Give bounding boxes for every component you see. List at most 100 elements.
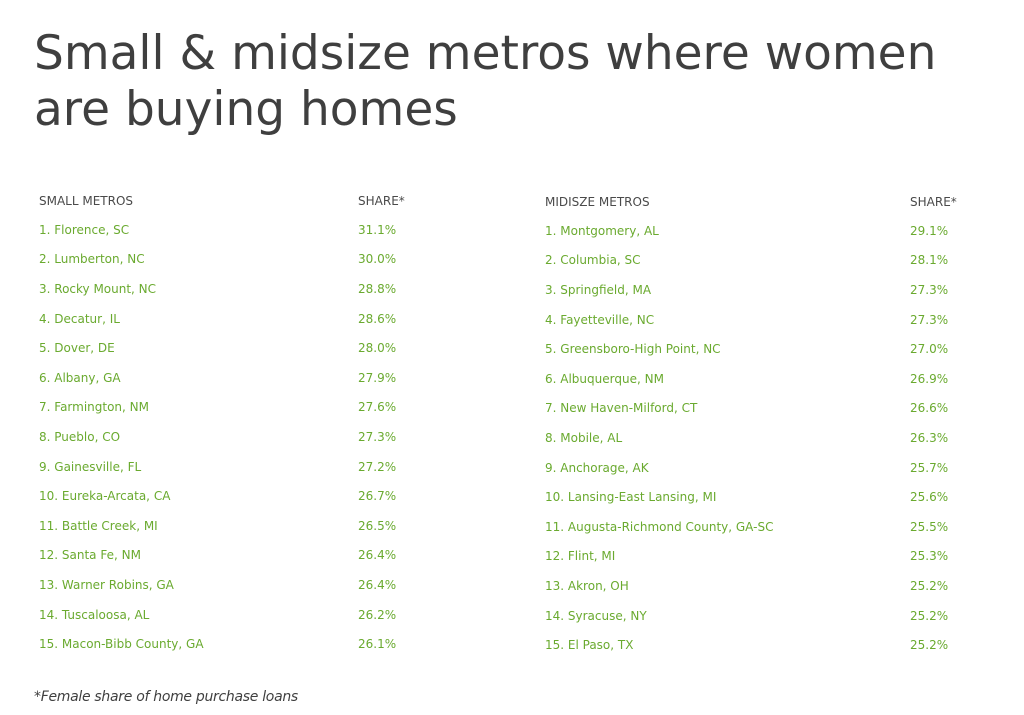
metro-share: 25.2% — [910, 578, 949, 593]
metro-name: 4. Decatur, IL — [39, 311, 120, 326]
metro-name: 2. Columbia, SC — [545, 253, 641, 268]
metro-name: 14. Syracuse, NY — [545, 608, 647, 623]
metro-name: 6. Albany, GA — [39, 370, 121, 385]
table-row: 6. Albuquerque, NM 26.9% — [545, 364, 985, 394]
metro-name: 11. Augusta-Richmond County, GA-SC — [545, 519, 774, 534]
table-row: 8. Mobile, AL 26.3% — [545, 423, 985, 453]
table-row: 10. Lansing-East Lansing, MI 25.6% — [545, 482, 985, 512]
metro-name: 14. Tuscaloosa, AL — [39, 607, 150, 622]
table-row: 14. Syracuse, NY 25.2% — [545, 601, 985, 631]
metro-share: 27.3% — [358, 429, 397, 444]
table-body: 1. Florence, SC 31.1% 2. Lumberton, NC 30.0… — [39, 215, 439, 659]
table-row: 12. Santa Fe, NM 26.4% — [39, 541, 439, 571]
table-header: MIDISZE METROS SHARE* — [545, 187, 985, 216]
metro-share: 28.6% — [358, 311, 397, 326]
metro-name: 8. Pueblo, CO — [39, 429, 121, 444]
metro-share: 28.8% — [358, 281, 397, 296]
metro-share: 25.2% — [910, 608, 949, 623]
table-row: 8. Pueblo, CO 27.3% — [39, 422, 439, 452]
table-row: 4. Fayetteville, NC 27.3% — [545, 305, 985, 335]
metro-share: 27.3% — [910, 312, 949, 327]
table-row: 11. Augusta-Richmond County, GA-SC 25.5% — [545, 512, 985, 542]
table-row: 1. Montgomery, AL 29.1% — [545, 216, 985, 246]
metro-name: 4. Fayetteville, NC — [545, 312, 655, 327]
table-row: 13. Akron, OH 25.2% — [545, 571, 985, 601]
metro-name: 10. Lansing-East Lansing, MI — [545, 490, 717, 505]
footnote: *Female share of home purchase loans — [34, 689, 298, 705]
table-row: 4. Decatur, IL 28.6% — [39, 304, 439, 334]
table-row: 3. Springfield, MA 27.3% — [545, 275, 985, 305]
metro-share: 28.1% — [910, 253, 949, 268]
table-row: 10. Eureka-Arcata, CA 26.7% — [39, 481, 439, 511]
table-row: 9. Anchorage, AK 25.7% — [545, 453, 985, 483]
table-row: 11. Battle Creek, MI 26.5% — [39, 511, 439, 541]
table-row: 7. Farmington, NM 27.6% — [39, 393, 439, 423]
metro-name: 12. Flint, MI — [545, 549, 616, 564]
metro-name: 9. Anchorage, AK — [545, 460, 649, 475]
metro-name: 10. Eureka-Arcata, CA — [39, 489, 171, 504]
metro-name: 3. Springfield, MA — [545, 282, 652, 297]
page-title: Small & midsize metros where women are b… — [34, 26, 937, 137]
table-header: SMALL METROS SHARE* — [39, 186, 439, 215]
metro-name: 3. Rocky Mount, NC — [39, 281, 157, 296]
table-row: 5. Dover, DE 28.0% — [39, 333, 439, 363]
metro-share: 26.4% — [358, 577, 397, 592]
column-header-name: SMALL METROS — [39, 193, 134, 208]
table-row: 5. Greensboro-High Point, NC 27.0% — [545, 334, 985, 364]
table-row: 2. Lumberton, NC 30.0% — [39, 245, 439, 275]
metro-name: 7. Farmington, NM — [39, 400, 149, 415]
metro-name: 1. Florence, SC — [39, 222, 130, 237]
metro-share: 26.4% — [358, 548, 397, 563]
metro-share: 26.9% — [910, 371, 949, 386]
midsize-metros-table: MIDISZE METROS SHARE* 1. Montgomery, AL 2… — [545, 187, 985, 660]
metro-share: 27.9% — [358, 370, 397, 385]
table-row: 15. Macon-Bibb County, GA 26.1% — [39, 629, 439, 659]
metro-share: 25.6% — [910, 490, 949, 505]
metro-name: 11. Battle Creek, MI — [39, 518, 158, 533]
table-row: 6. Albany, GA 27.9% — [39, 363, 439, 393]
table-row: 13. Warner Robins, GA 26.4% — [39, 570, 439, 600]
metro-name: 15. Macon-Bibb County, GA — [39, 637, 204, 652]
column-header-share: SHARE* — [910, 194, 957, 209]
metro-share: 26.6% — [910, 401, 949, 416]
metro-share: 29.1% — [910, 223, 949, 238]
metro-share: 25.3% — [910, 549, 949, 564]
metro-share: 26.7% — [358, 489, 397, 504]
metro-name: 7. New Haven-Milford, CT — [545, 401, 698, 416]
table-row: 15. El Paso, TX 25.2% — [545, 630, 985, 660]
metro-share: 25.5% — [910, 519, 949, 534]
metro-share: 26.5% — [358, 518, 397, 533]
metro-name: 12. Santa Fe, NM — [39, 548, 141, 563]
table-row: 3. Rocky Mount, NC 28.8% — [39, 274, 439, 304]
column-header-share: SHARE* — [358, 193, 405, 208]
metro-share: 27.3% — [910, 282, 949, 297]
table-row: 2. Columbia, SC 28.1% — [545, 246, 985, 276]
table-row: 9. Gainesville, FL 27.2% — [39, 452, 439, 482]
metro-name: 13. Akron, OH — [545, 578, 629, 593]
metro-share: 26.2% — [358, 607, 397, 622]
column-header-name: MIDISZE METROS — [545, 194, 650, 209]
table-row: 12. Flint, MI 25.3% — [545, 542, 985, 572]
metro-name: 9. Gainesville, FL — [39, 459, 142, 474]
metro-share: 25.2% — [910, 638, 949, 653]
metro-share: 27.0% — [910, 342, 949, 357]
small-metros-table: SMALL METROS SHARE* 1. Florence, SC 31.1%… — [39, 186, 439, 659]
metro-share: 27.2% — [358, 459, 397, 474]
metro-share: 28.0% — [358, 341, 397, 356]
metro-name: 5. Dover, DE — [39, 341, 115, 356]
metro-name: 8. Mobile, AL — [545, 430, 623, 445]
table-body: 1. Montgomery, AL 29.1% 2. Columbia, SC 28.… — [545, 216, 985, 660]
table-row: 1. Florence, SC 31.1% — [39, 215, 439, 245]
metro-share: 30.0% — [358, 252, 397, 267]
metro-name: 15. El Paso, TX — [545, 638, 634, 653]
metro-share: 25.7% — [910, 460, 949, 475]
metro-share: 31.1% — [358, 222, 397, 237]
metro-name: 2. Lumberton, NC — [39, 252, 145, 267]
metro-share: 26.3% — [910, 430, 949, 445]
metro-name: 6. Albuquerque, NM — [545, 371, 664, 386]
metro-share: 27.6% — [358, 400, 397, 415]
metro-share: 26.1% — [358, 637, 397, 652]
metro-name: 5. Greensboro-High Point, NC — [545, 342, 721, 357]
metro-name: 1. Montgomery, AL — [545, 223, 659, 238]
table-row: 14. Tuscaloosa, AL 26.2% — [39, 600, 439, 630]
